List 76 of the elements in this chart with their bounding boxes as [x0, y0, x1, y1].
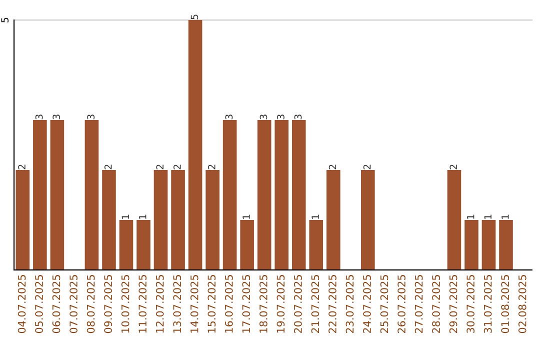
x-tick-label: 12.07.2025 — [156, 275, 164, 333]
bar — [136, 220, 150, 270]
x-tick-label: 05.07.2025 — [35, 275, 43, 334]
data-label: 2 — [18, 164, 26, 170]
x-tick-label: 30.07.2025 — [466, 275, 475, 333]
data-label: 3 — [35, 114, 43, 120]
data-label: 2 — [363, 164, 371, 170]
data-label: 2 — [328, 164, 336, 170]
data-label: 1 — [122, 214, 129, 219]
data-label: 1 — [242, 214, 250, 219]
x-tick-label: 27.07.2025 — [414, 275, 423, 334]
data-label: 2 — [156, 164, 164, 170]
bar — [499, 220, 513, 270]
data-label: 2 — [208, 164, 216, 170]
x-tick-label: 14.07.2025 — [190, 275, 198, 333]
bar — [154, 170, 168, 270]
x-tick-label: 29.07.2025 — [449, 275, 458, 334]
x-tick-label: 26.07.2025 — [398, 275, 406, 334]
bar — [274, 120, 289, 270]
x-tick-label: 02.08.2025 — [518, 275, 526, 334]
x-tick-label: 18.07.2025 — [259, 275, 268, 333]
x-tick-label: 25.07.2025 — [380, 275, 388, 334]
x-tick-label: 28.07.2025 — [432, 275, 440, 334]
bar — [84, 120, 99, 270]
x-tick-label: 01.08.2025 — [501, 275, 510, 334]
bar — [16, 170, 30, 270]
bar — [309, 220, 324, 270]
data-label: 1 — [502, 214, 509, 219]
data-label: 3 — [277, 114, 284, 120]
bar — [361, 170, 375, 270]
bar — [188, 20, 202, 270]
bar — [102, 170, 116, 270]
bar — [206, 170, 220, 270]
data-label: 3 — [260, 114, 268, 120]
x-tick-label: 04.07.2025 — [18, 275, 26, 334]
x-tick-label: 23.07.2025 — [346, 275, 354, 334]
x-tick-label: 09.07.2025 — [104, 275, 112, 334]
data-label: 1 — [139, 214, 146, 219]
x-tick-label: 21.07.2025 — [311, 275, 320, 334]
x-tick-label: 13.07.2025 — [173, 275, 182, 333]
data-label: 5 — [190, 14, 198, 20]
data-label: 3 — [87, 114, 95, 120]
x-tick-label: 24.07.2025 — [363, 275, 371, 334]
bar — [464, 220, 478, 270]
data-label: 1 — [467, 214, 474, 219]
data-label: 2 — [173, 164, 181, 170]
x-tick-label: 15.07.2025 — [208, 275, 216, 333]
bar — [50, 120, 64, 270]
bar — [292, 120, 306, 270]
x-tick-label: 08.07.2025 — [86, 275, 95, 334]
bar — [33, 120, 47, 270]
data-label: 3 — [225, 114, 233, 120]
x-tick-label: 22.07.2025 — [328, 275, 336, 334]
x-tick-label: 10.07.2025 — [121, 275, 130, 333]
x-tick-label: 11.07.2025 — [138, 275, 147, 333]
x-tick-label: 20.07.2025 — [294, 275, 302, 334]
x-tick-label: 16.07.2025 — [224, 275, 233, 333]
data-label: 1 — [312, 214, 319, 219]
data-label: 2 — [450, 164, 457, 170]
x-tick-label: 31.07.2025 — [484, 275, 492, 333]
data-label: 3 — [52, 114, 60, 120]
bar — [240, 220, 254, 270]
bar — [326, 170, 340, 270]
bar — [447, 170, 462, 270]
data-label: 1 — [484, 214, 492, 219]
data-label: 2 — [104, 164, 112, 170]
x-tick-label: 06.07.2025 — [52, 275, 60, 334]
data-label: 3 — [294, 114, 302, 120]
bar — [119, 220, 134, 270]
bar — [257, 120, 272, 270]
x-tick-label: 07.07.2025 — [70, 275, 78, 334]
bar — [222, 120, 237, 270]
bar — [171, 170, 185, 270]
x-tick-label: 17.07.2025 — [242, 275, 250, 333]
bar — [482, 220, 496, 270]
x-tick-label: 19.07.2025 — [276, 275, 285, 333]
